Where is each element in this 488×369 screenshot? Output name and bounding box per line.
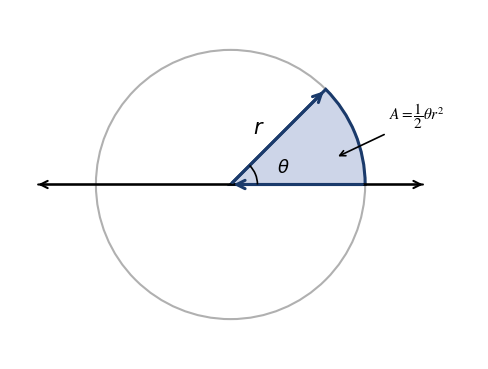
Text: θ: θ [278,159,289,177]
Text: $A = \dfrac{1}{2}\theta r^2$: $A = \dfrac{1}{2}\theta r^2$ [389,101,445,131]
Wedge shape [230,89,365,184]
Text: r: r [253,118,262,138]
